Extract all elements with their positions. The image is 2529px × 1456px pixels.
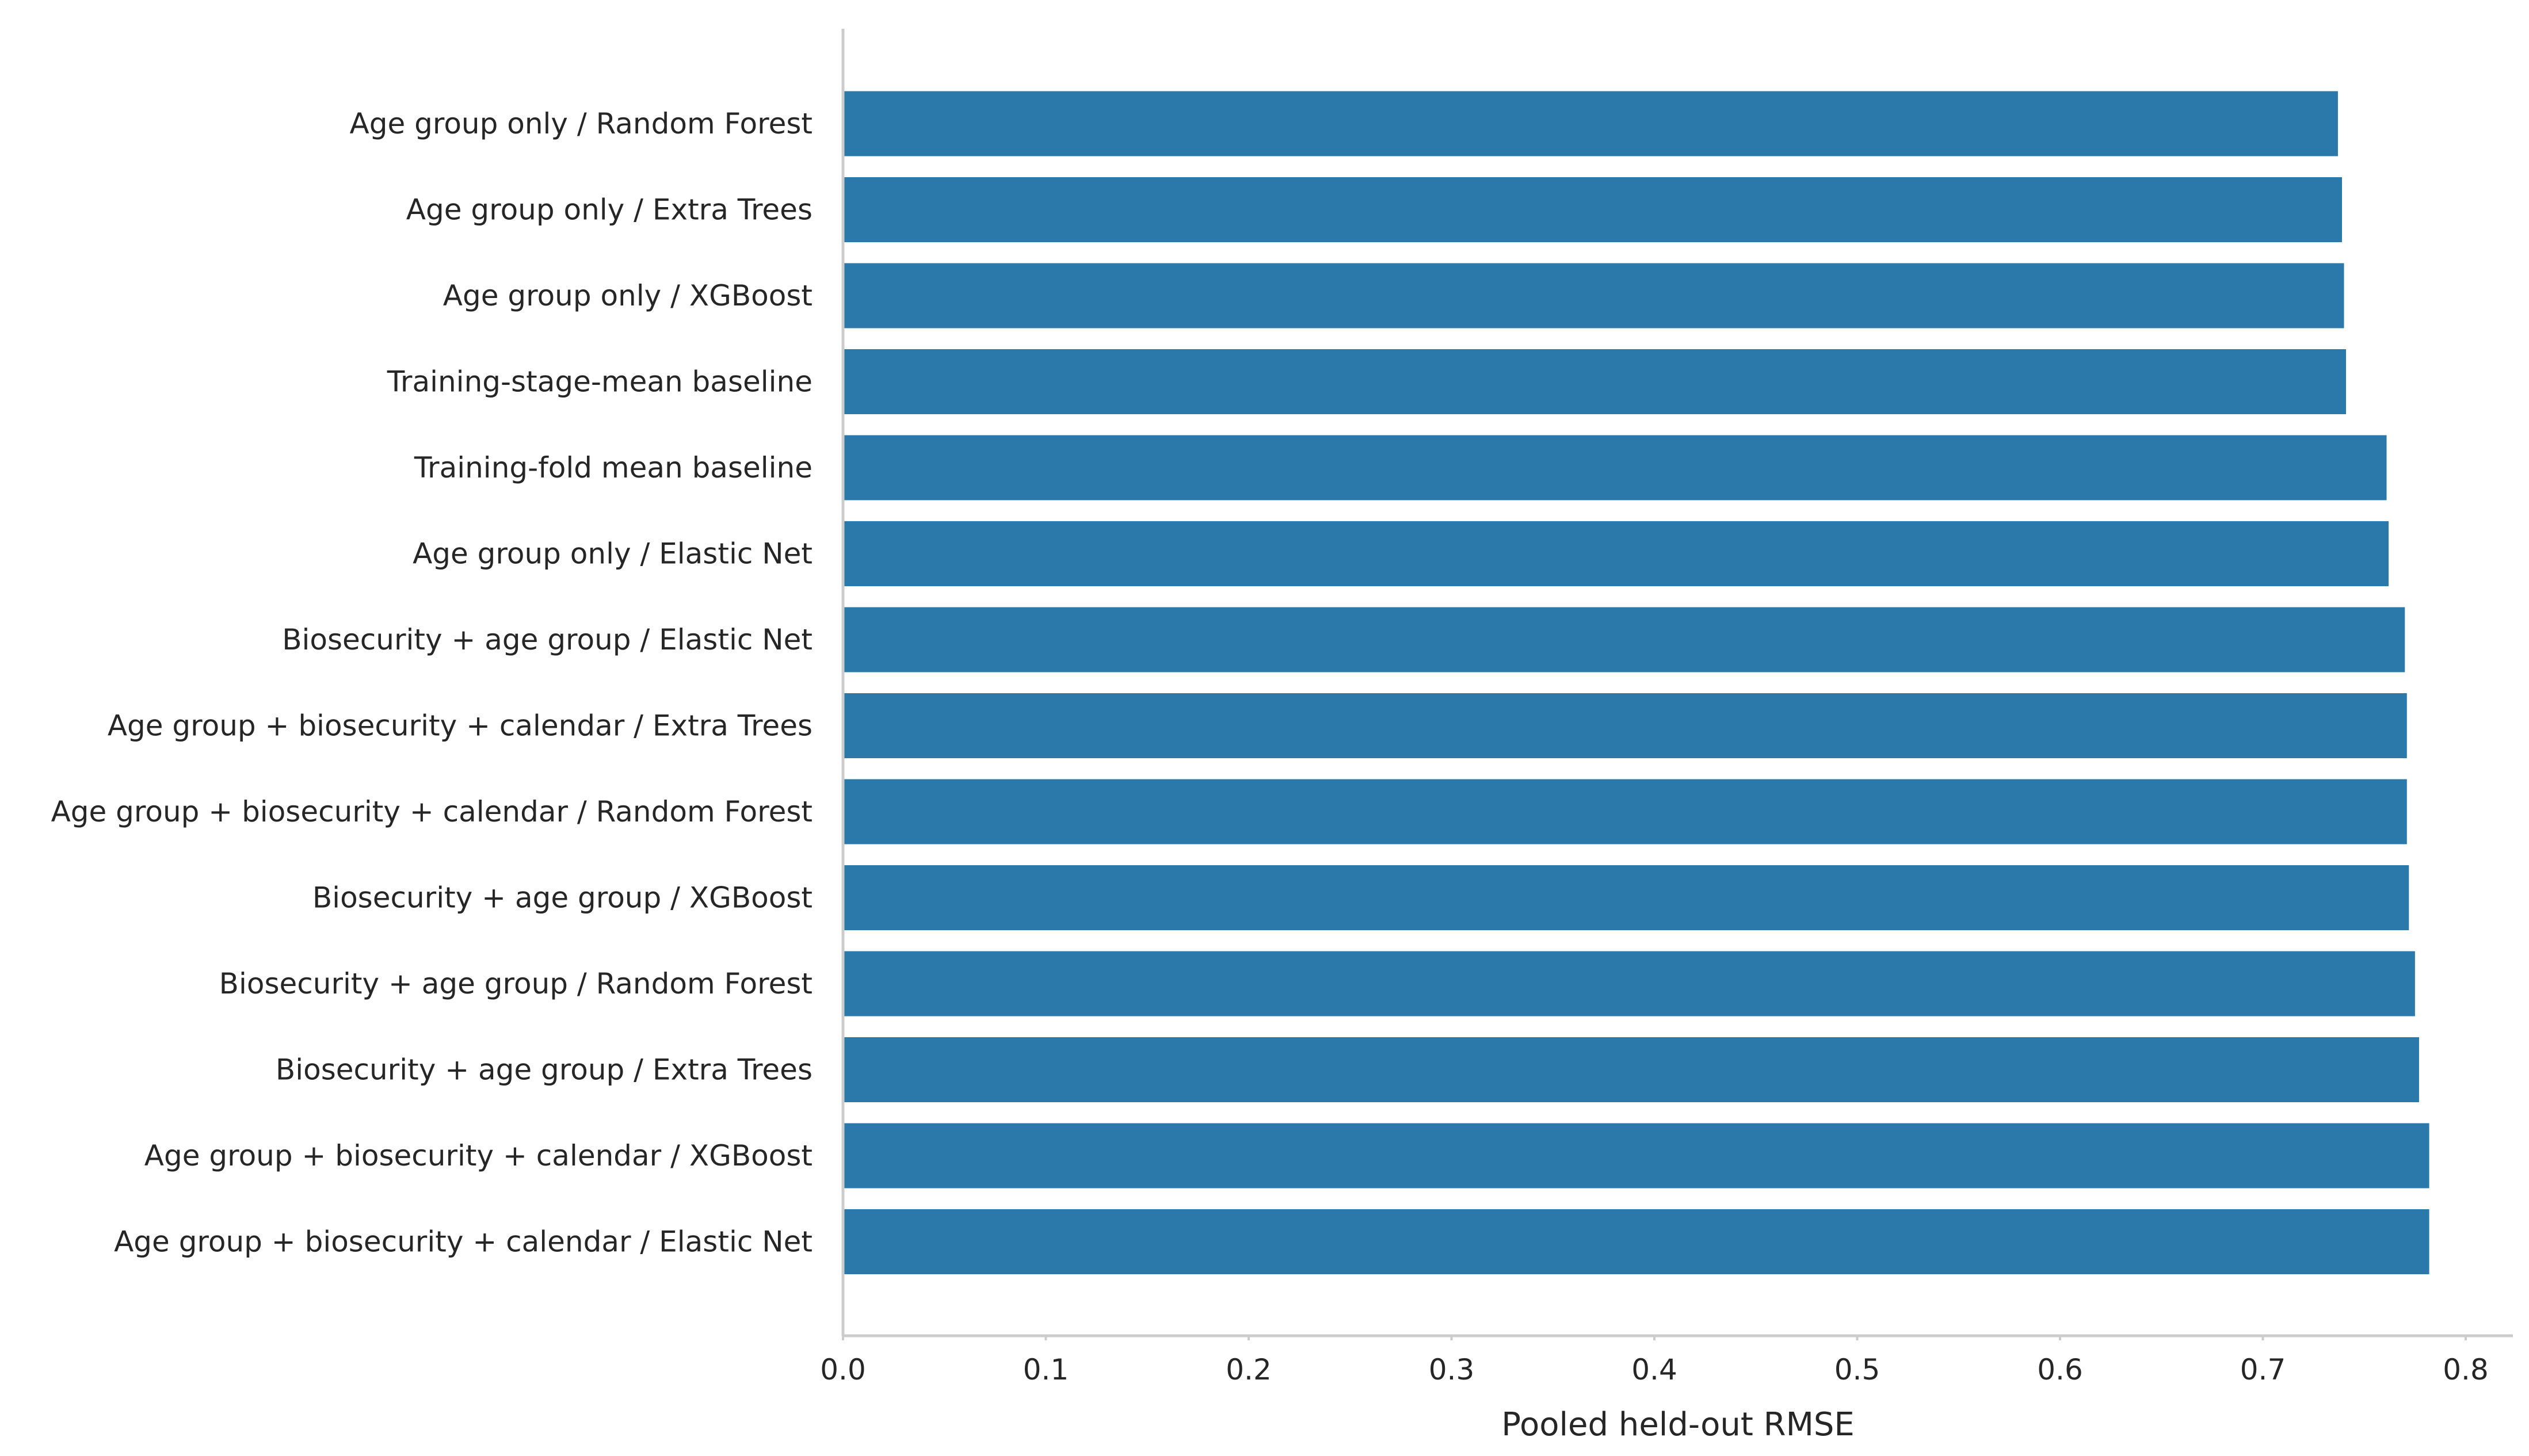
y-tick-label: Age group + biosecurity + calendar / Ran… <box>51 795 813 828</box>
x-tick-label: 0.6 <box>2037 1353 2083 1386</box>
x-axis-title: Pooled held-out RMSE <box>1501 1406 1855 1443</box>
x-tick-label: 0.1 <box>1023 1353 1069 1386</box>
bar <box>843 779 2407 844</box>
x-ticks: 0.0 0.1 0.2 0.3 0.4 0.5 0.6 0.7 0.8 <box>820 1336 2489 1386</box>
bar <box>843 521 2389 586</box>
x-tick-label: 0.3 <box>1429 1353 1475 1386</box>
y-tick-label: Age group only / Random Forest <box>350 107 813 140</box>
y-tick-label: Age group only / XGBoost <box>443 279 813 312</box>
x-tick-label: 0.0 <box>820 1353 866 1386</box>
bar <box>843 1123 2429 1189</box>
y-tick-label: Biosecurity + age group / Random Forest <box>219 967 813 1000</box>
bar <box>843 693 2407 758</box>
bar <box>843 607 2405 672</box>
y-tick-label: Biosecurity + age group / Elastic Net <box>282 623 813 656</box>
bars-group <box>843 91 2429 1274</box>
bar <box>843 349 2347 414</box>
y-tick-label: Age group only / Elastic Net <box>413 537 813 571</box>
y-tick-label: Training-fold mean baseline <box>414 451 813 484</box>
x-tick-label: 0.7 <box>2240 1353 2286 1386</box>
bar <box>843 865 2409 930</box>
x-tick-label: 0.2 <box>1226 1353 1272 1386</box>
x-tick-label: 0.4 <box>1631 1353 1677 1386</box>
x-tick-label: 0.5 <box>1834 1353 1880 1386</box>
y-tick-label: Age group + biosecurity + calendar / Ela… <box>114 1225 813 1259</box>
bar <box>843 1209 2429 1274</box>
y-tick-label: Age group only / Extra Trees <box>406 193 813 227</box>
bar <box>843 435 2387 500</box>
bar <box>843 263 2344 328</box>
y-tick-label: Age group + biosecurity + calendar / XGB… <box>144 1139 813 1172</box>
x-tick-label: 0.8 <box>2443 1353 2489 1386</box>
bar <box>843 91 2338 156</box>
bar <box>843 177 2342 242</box>
y-tick-label: Age group + biosecurity + calendar / Ext… <box>108 709 813 743</box>
y-tick-label: Training-stage-mean baseline <box>387 365 813 399</box>
bar <box>843 951 2415 1016</box>
bar <box>843 1037 2419 1102</box>
y-tick-labels: Age group only / Random Forest Age group … <box>51 107 813 1259</box>
y-tick-label: Biosecurity + age group / Extra Trees <box>276 1053 813 1087</box>
y-tick-label: Biosecurity + age group / XGBoost <box>312 881 813 915</box>
